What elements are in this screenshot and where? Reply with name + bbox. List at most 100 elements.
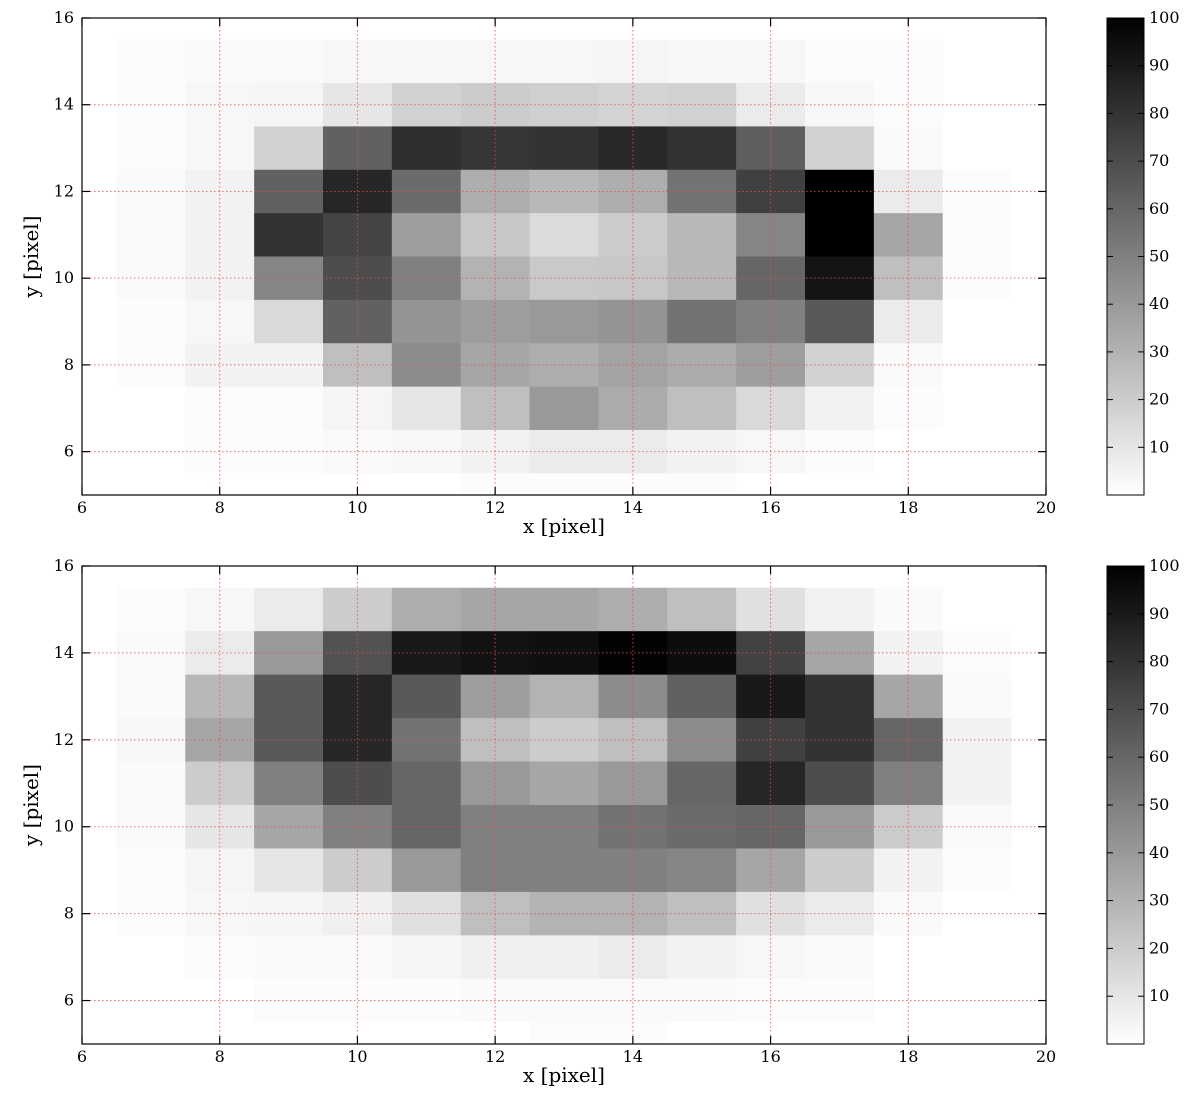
heatmap-cell — [873, 126, 944, 171]
heatmap-cell — [942, 718, 1013, 763]
heatmap-cell — [529, 848, 599, 893]
heatmap-cell — [805, 39, 875, 84]
colorbar-tick-label: 20 — [1149, 938, 1169, 957]
heatmap-cell — [598, 1022, 668, 1044]
heatmap-cell — [116, 126, 186, 171]
colorbar-tick-label: 70 — [1149, 151, 1169, 170]
colorbar-tick-label: 40 — [1149, 843, 1169, 862]
heatmap-cell — [942, 761, 1013, 806]
heatmap-cell — [391, 935, 462, 980]
heatmap-cell — [805, 473, 875, 495]
heatmap-cell — [529, 935, 599, 980]
heatmap-cell — [805, 935, 875, 980]
heatmap-cell — [736, 935, 806, 980]
heatmap-cell — [254, 429, 324, 474]
heatmap-cell — [873, 343, 944, 388]
heatmap-cell — [942, 891, 1013, 936]
heatmap-cell — [254, 1022, 324, 1044]
heatmap-cell — [254, 805, 324, 849]
heatmap-cell — [82, 587, 117, 632]
heatmap-cell — [942, 473, 1013, 495]
heatmap-cell — [942, 343, 1013, 388]
heatmap-cell — [942, 674, 1013, 719]
x-tick-label: 16 — [760, 498, 780, 517]
y-tick-label: 16 — [54, 8, 74, 27]
colorbar-tick-label: 10 — [1149, 437, 1169, 456]
axes-frame — [81, 17, 1047, 496]
heatmap-cell — [598, 935, 668, 980]
heatmap-cell — [942, 587, 1013, 632]
y-tick-label: 16 — [54, 556, 74, 575]
x-tick-label: 12 — [485, 1047, 505, 1066]
heatmap-cell — [460, 126, 531, 171]
heatmap-cell — [323, 386, 393, 431]
heatmap-cell — [598, 83, 668, 127]
heatmap-cell — [942, 848, 1013, 893]
colorbar — [1106, 565, 1145, 1045]
x-tick-label: 18 — [898, 1047, 918, 1066]
heatmap-cell — [667, 299, 737, 344]
heatmap-cell — [254, 848, 324, 893]
heatmap-cell — [736, 674, 806, 719]
heatmap-cell — [529, 126, 599, 171]
heatmap-cell — [529, 343, 599, 388]
colorbar-tick-label: 60 — [1149, 199, 1169, 218]
heatmap-cell — [391, 848, 462, 893]
heatmap-cell — [82, 674, 117, 719]
heatmap-cell — [873, 83, 944, 127]
heatmap-cell — [254, 256, 324, 301]
heatmap-cell — [529, 83, 599, 127]
heatmap-cell — [185, 935, 255, 980]
heatmap-cell — [1011, 674, 1046, 719]
heatmap-cell — [254, 473, 324, 495]
heatmap-cell — [529, 718, 599, 763]
heatmap-cell — [254, 935, 324, 980]
heatmap-cell — [805, 126, 875, 171]
heatmap-cell — [254, 631, 324, 676]
heatmap-cell — [942, 935, 1013, 980]
heatmap-cell — [82, 473, 117, 495]
heatmap-cell — [598, 978, 668, 1023]
heatmap-cell — [323, 343, 393, 388]
heatmap-cell — [805, 848, 875, 893]
heatmap-cell — [942, 299, 1013, 344]
heatmap-cell — [942, 213, 1013, 257]
heatmap-cell — [82, 761, 117, 806]
heatmap-cell — [1011, 761, 1046, 806]
heatmap-cell — [873, 978, 944, 1023]
heatmap-cell — [529, 256, 599, 301]
heatmap-cell — [529, 761, 599, 806]
heatmap-cell — [1011, 1022, 1046, 1044]
heatmap-cell — [460, 473, 531, 495]
y-tick-label: 14 — [54, 95, 74, 114]
x-tick-label: 20 — [1036, 1047, 1056, 1066]
heatmap-cell — [529, 473, 599, 495]
heatmap-cell — [805, 587, 875, 632]
bottom-heatmap-panel: 6 8 10 12 14 16 18 20 6 8 10 12 14 16 x [pixel] y [pixe… — [19, 556, 1180, 1087]
heatmap-cell — [323, 473, 393, 495]
x-tick-label: 14 — [623, 498, 643, 517]
x-tick-label: 20 — [1036, 498, 1056, 517]
heatmap-cell — [942, 386, 1013, 431]
colorbar-tick-label: 90 — [1149, 56, 1169, 75]
top-heatmap-panel: 6 8 10 12 14 16 18 20 6 8 10 12 14 16 x [pixel] y [pixe… — [19, 8, 1180, 538]
heatmap-cell — [667, 213, 737, 257]
heatmap-cell — [254, 39, 324, 84]
heatmap-cell — [667, 935, 737, 980]
x-tick-label: 6 — [77, 498, 87, 517]
colorbar-tick-label: 50 — [1149, 795, 1169, 814]
heatmap-cell — [116, 39, 186, 84]
x-tick-label: 6 — [77, 1047, 87, 1066]
heatmap-cell — [460, 674, 531, 719]
heatmap-cell — [667, 674, 737, 719]
heatmap-cell — [82, 213, 117, 257]
heatmap-cell — [1011, 473, 1046, 495]
heatmap-cell — [873, 473, 944, 495]
heatmap-cell — [1011, 848, 1046, 893]
colorbar-tick-label: 40 — [1149, 294, 1169, 313]
heatmap-cell — [529, 978, 599, 1023]
heatmap-cell — [460, 935, 531, 980]
heatmap-cell — [185, 126, 255, 171]
heatmap-cell — [391, 674, 462, 719]
